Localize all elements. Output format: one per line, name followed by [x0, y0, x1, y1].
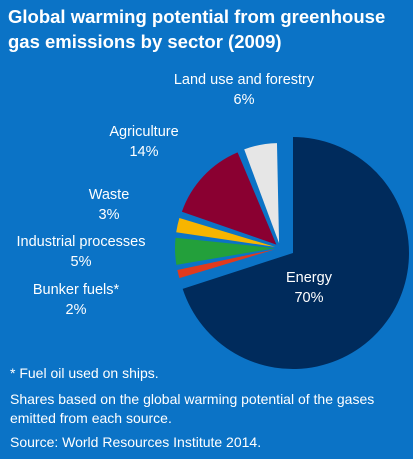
- slice-label-land-use-and-forestry: Land use and forestry 6%: [164, 70, 324, 110]
- slice-value-bunker-fuels: 2%: [65, 302, 87, 318]
- slice-name-industrial-processes: Industrial processes: [16, 234, 146, 250]
- footnote-asterisk: * Fuel oil used on ships.: [10, 365, 159, 381]
- slice-value-energy: 70%: [294, 290, 324, 306]
- chart-title: Global warming potential from greenhouse…: [8, 6, 386, 52]
- slice-name-waste: Waste: [88, 187, 130, 203]
- slice-label-bunker-fuels: Bunker fuels* 2%: [20, 280, 132, 320]
- footnote-shares: Shares based on the global warming poten…: [10, 391, 375, 426]
- pie-slice-energy: [182, 137, 409, 369]
- slice-value-agriculture: 14%: [129, 144, 159, 160]
- slice-label-energy: Energy 70%: [286, 268, 332, 308]
- slice-name-land-use-and-forestry: Land use and forestry: [173, 72, 315, 88]
- slice-label-waste: Waste 3%: [82, 185, 136, 225]
- pie-slice-bunker-fuels: [177, 249, 276, 279]
- pie-slice-industrial-processes: [175, 237, 276, 265]
- slice-label-agriculture: Agriculture 14%: [104, 122, 184, 162]
- pie-slice-waste: [176, 218, 276, 247]
- slice-name-agriculture: Agriculture: [109, 124, 179, 140]
- slice-value-industrial-processes: 5%: [70, 254, 92, 270]
- slice-label-industrial-processes: Industrial processes 5%: [8, 232, 154, 272]
- pie-slice-land-use-and-forestry: [244, 143, 280, 244]
- slice-value-waste: 3%: [98, 207, 120, 223]
- slice-value-land-use-and-forestry: 6%: [233, 92, 255, 108]
- footnote-source: Source: World Resources Institute 2014.: [10, 434, 262, 450]
- slice-name-bunker-fuels: Bunker fuels*: [32, 282, 120, 298]
- pie-slice-agriculture: [181, 152, 277, 245]
- slice-name-energy: Energy: [286, 270, 332, 286]
